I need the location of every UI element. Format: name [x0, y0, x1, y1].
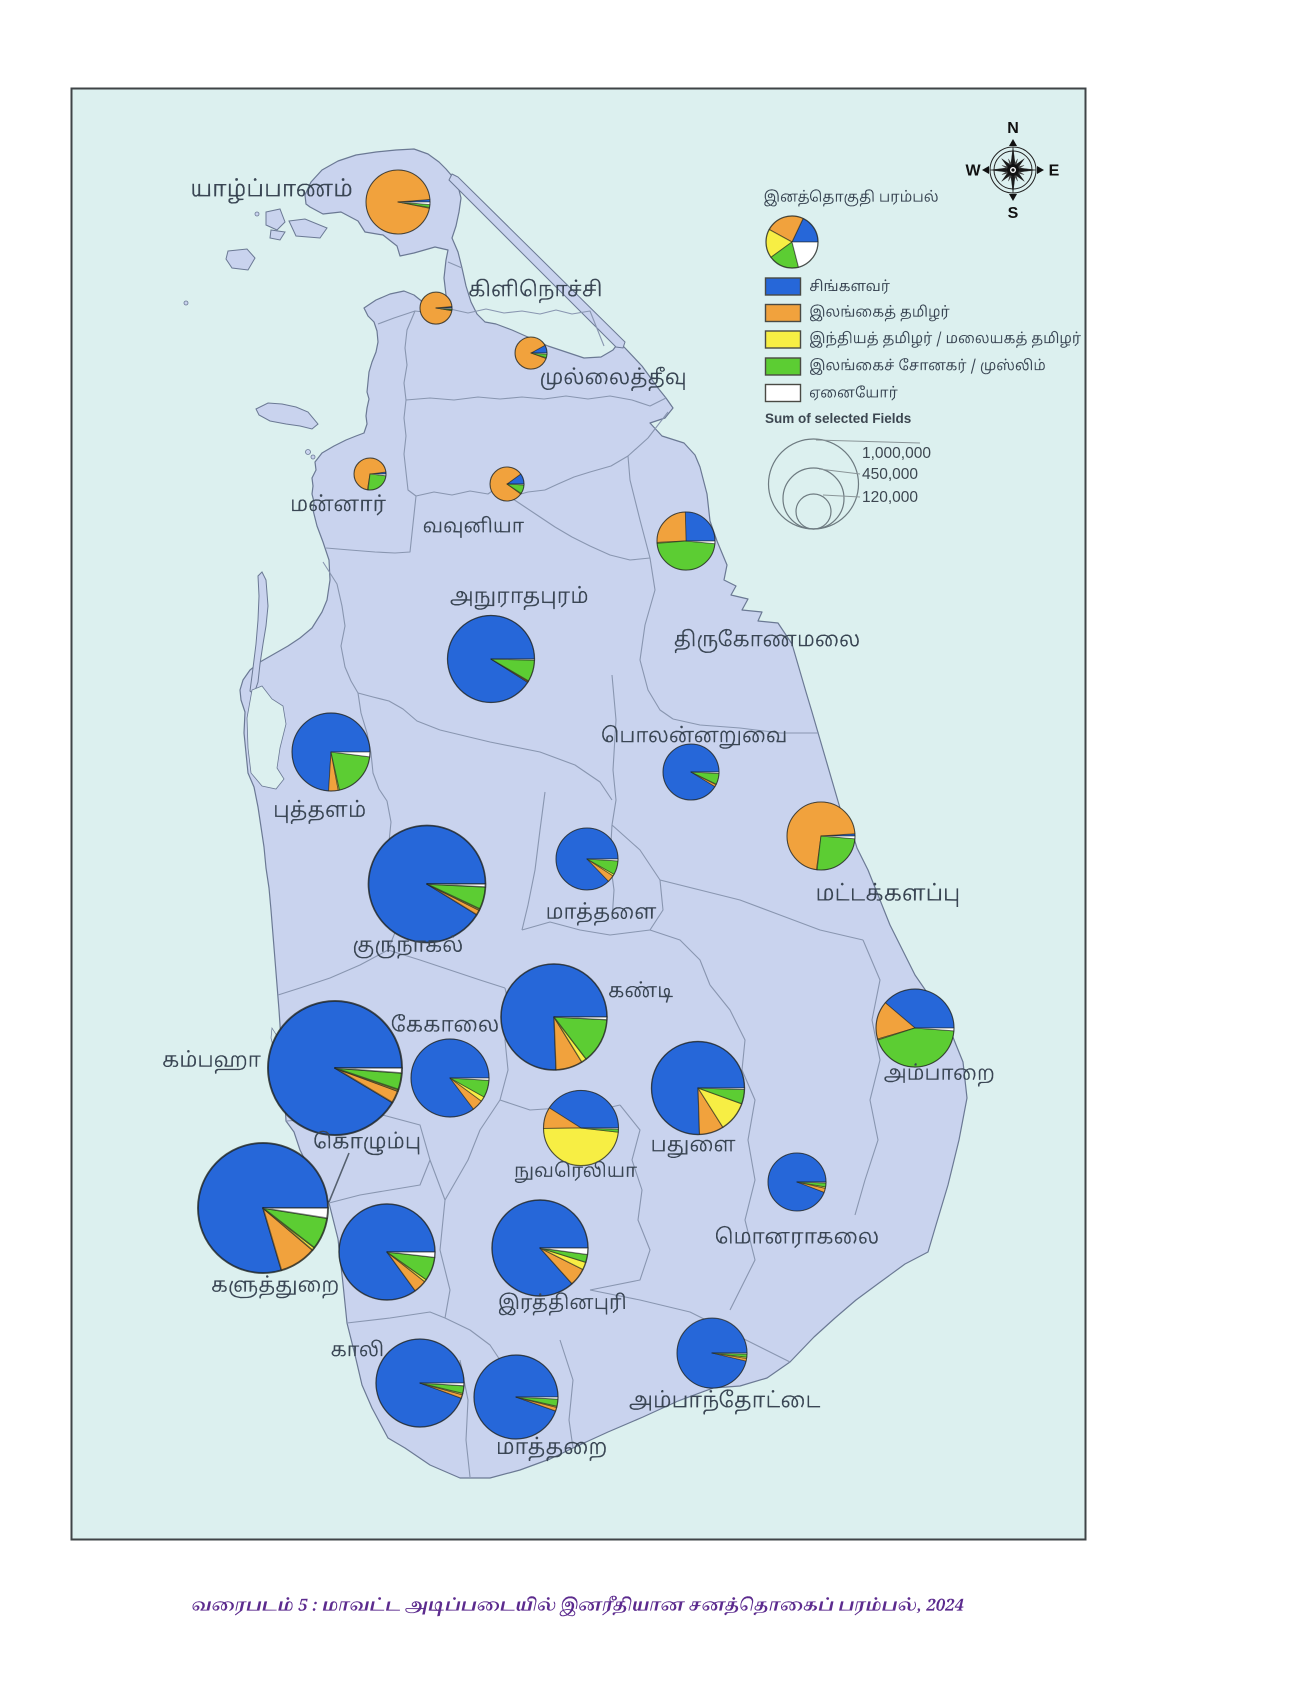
svg-text:1,000,000: 1,000,000 [862, 445, 931, 462]
svg-text:450,000: 450,000 [862, 466, 918, 483]
svg-text:S: S [1008, 205, 1019, 222]
svg-text:Sum of selected Fields: Sum of selected Fields [765, 411, 911, 426]
svg-text:E: E [1049, 163, 1060, 180]
svg-text:N: N [1007, 120, 1019, 137]
svg-text:W: W [965, 163, 981, 180]
svg-text:120,000: 120,000 [862, 489, 918, 506]
